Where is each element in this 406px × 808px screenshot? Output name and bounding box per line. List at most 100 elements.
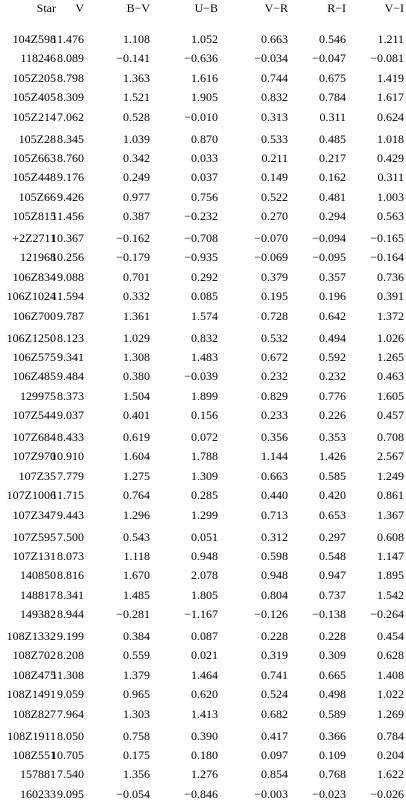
value-cell: 1.617 [377, 90, 404, 105]
value-cell: 2.078 [191, 568, 218, 583]
value-cell: 1.670 [123, 568, 150, 583]
value-cell: 1.899 [191, 388, 218, 403]
header-cell: B−V [126, 1, 150, 15]
value-cell: 0.356 [261, 430, 288, 444]
value-cell: 0.776 [319, 388, 346, 403]
value-cell: 8.341 [57, 587, 84, 602]
value-cell: 11.476 [51, 32, 84, 46]
value-cell: −0.069 [254, 250, 288, 265]
value-cell: 0.784 [377, 728, 404, 743]
value-cell: −0.081 [370, 51, 404, 66]
value-cell: 1.356 [123, 767, 150, 782]
value-cell: 1.039 [123, 131, 150, 146]
value-cell: 1.372 [377, 308, 404, 323]
star-name: 104Z598 [12, 32, 56, 46]
value-cell: 1.605 [377, 388, 404, 403]
value-cell: 0.313 [261, 109, 288, 124]
value-cell: 0.311 [377, 170, 404, 185]
value-cell: 0.628 [377, 648, 404, 663]
value-cell: 0.608 [377, 529, 404, 544]
value-cell: 0.737 [319, 587, 346, 602]
value-cell: 0.728 [261, 308, 288, 323]
value-cell: 0.548 [319, 548, 346, 563]
value-cell: 0.109 [319, 747, 346, 762]
value-cell: 8.208 [57, 648, 84, 663]
star-name: 105Z214 [12, 109, 56, 124]
value-cell: 1.895 [377, 568, 404, 583]
value-cell: 1.029 [123, 330, 150, 345]
value-cell: 0.736 [377, 269, 404, 284]
star-name: 108Z827 [12, 706, 56, 721]
value-cell: 1.413 [191, 706, 218, 721]
value-cell: 1.361 [123, 308, 150, 323]
value-cell: 0.861 [377, 488, 404, 503]
value-cell: 9.199 [57, 629, 84, 643]
value-cell: 0.675 [319, 70, 346, 85]
value-cell: 0.663 [261, 468, 288, 483]
value-cell: 0.232 [261, 369, 288, 384]
value-cell: 0.162 [319, 170, 346, 185]
value-cell: 0.665 [319, 667, 346, 682]
star-name: 107Z595 [12, 529, 56, 544]
star-name: 108Z1911 [7, 728, 56, 743]
star-name: 105Z815 [12, 209, 56, 224]
value-cell: 1.805 [191, 587, 218, 602]
value-cell: 1.211 [377, 32, 404, 46]
value-cell: 11.491 [51, 806, 84, 808]
value-cell: 0.546 [319, 32, 346, 46]
value-cell: 9.088 [57, 269, 84, 284]
value-cell: 9.176 [57, 170, 84, 185]
value-cell: 1.299 [191, 507, 218, 522]
value-cell: 0.829 [261, 388, 288, 403]
value-cell: 0.494 [319, 330, 346, 345]
star-name: 108Z702 [12, 648, 56, 663]
value-cell: 11.594 [51, 289, 84, 304]
value-cell: 0.401 [123, 408, 150, 423]
header-cell: V [75, 1, 84, 15]
value-cell: 1.363 [123, 70, 150, 85]
value-cell: 1.108 [123, 32, 150, 46]
value-cell: 0.342 [123, 150, 150, 165]
value-cell: −0.034 [254, 51, 288, 66]
value-cell: 0.332 [123, 289, 150, 304]
star-name: 106Z1250 [6, 330, 56, 345]
value-cell: 0.559 [123, 648, 150, 663]
value-cell: −0.708 [184, 231, 218, 245]
value-cell: 8.050 [57, 728, 84, 743]
value-cell: 9.341 [57, 349, 84, 364]
star-name: 148817 [20, 587, 56, 602]
value-cell: 0.758 [123, 728, 150, 743]
header-cell: V−I [384, 1, 404, 15]
value-cell: 1.426 [319, 449, 346, 464]
value-cell: 0.533 [261, 131, 288, 146]
value-cell: 1.052 [191, 32, 218, 46]
value-cell: 0.149 [261, 170, 288, 185]
star-name: 109Z71 [19, 806, 56, 808]
value-cell: 10.367 [51, 231, 84, 245]
value-cell: 7.540 [57, 767, 84, 782]
value-cell: 0.051 [191, 529, 218, 544]
value-cell: 0.379 [261, 269, 288, 284]
value-cell: 0.784 [319, 90, 346, 105]
value-cell: 0.870 [191, 131, 218, 146]
value-cell: 0.195 [261, 289, 288, 304]
value-cell: 9.059 [57, 687, 84, 702]
value-cell: 8.798 [57, 70, 84, 85]
value-cell: 0.037 [191, 170, 218, 185]
value-cell: 0.948 [261, 568, 288, 583]
value-cell: −0.003 [254, 786, 288, 801]
value-cell: 0.589 [319, 706, 346, 721]
star-name: 107Z35 [18, 468, 56, 483]
value-cell: −0.126 [254, 607, 288, 622]
value-cell: 0.454 [377, 629, 404, 643]
value-cell: 7.500 [57, 529, 84, 544]
value-cell: 1.308 [123, 349, 150, 364]
value-cell: 1.574 [191, 308, 218, 323]
value-cell: 1.408 [377, 667, 404, 682]
value-cell: −0.094 [312, 231, 346, 245]
value-cell: 0.832 [191, 330, 218, 345]
value-cell: 0.832 [261, 90, 288, 105]
star-name: 140850 [20, 568, 56, 583]
value-cell: 9.443 [57, 507, 84, 522]
value-cell: 8.816 [57, 568, 84, 583]
